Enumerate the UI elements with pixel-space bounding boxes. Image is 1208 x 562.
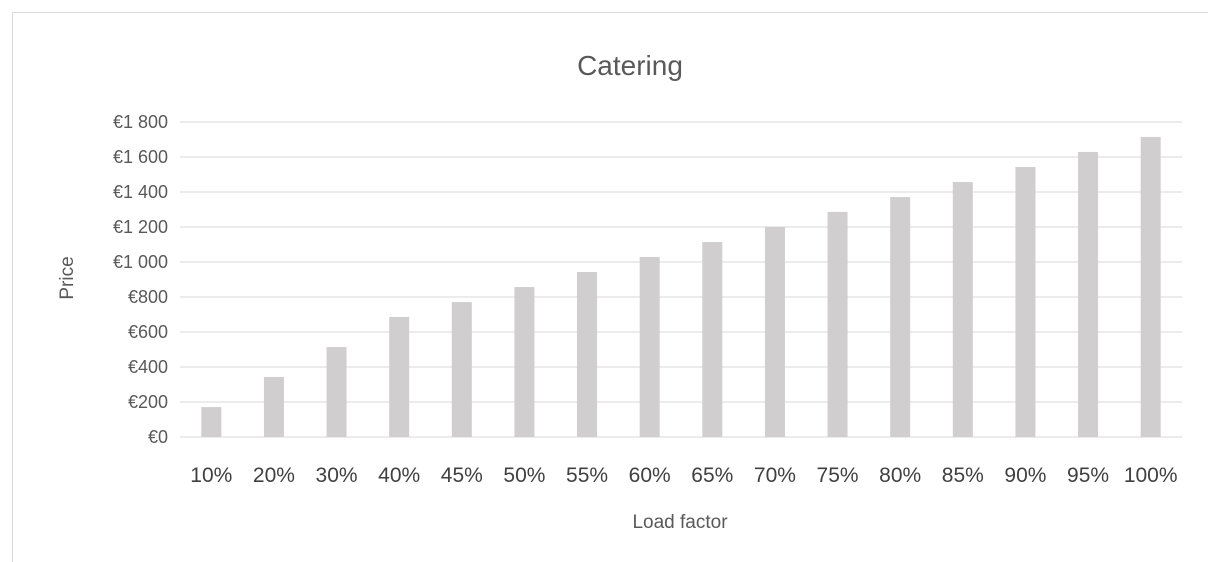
y-tick-label: €400 [128, 357, 168, 377]
bar [890, 197, 911, 437]
x-tick-label: 60% [629, 464, 671, 487]
bars [201, 137, 1161, 438]
y-tick-label: €1 000 [113, 252, 168, 272]
bar [1140, 137, 1161, 438]
x-tick-label: 95% [1067, 464, 1109, 487]
y-tick-label: €1 600 [113, 147, 168, 167]
y-tick-label: €600 [128, 322, 168, 342]
chart-title: Catering [577, 50, 683, 81]
x-tick-label: 80% [879, 464, 921, 487]
bar [952, 182, 973, 437]
bar [263, 376, 284, 437]
y-tick-label: €1 200 [113, 217, 168, 237]
bar [1015, 166, 1036, 437]
bar [451, 302, 472, 437]
gridlines [180, 121, 1182, 438]
x-tick-label: 85% [942, 464, 984, 487]
y-tick-label: €1 400 [113, 182, 168, 202]
y-axis-ticks: €0 €200 €400 €600 €800 €1 000 €1 200 €1 400 €1 6… [113, 112, 168, 447]
x-tick-label: 40% [378, 464, 420, 487]
x-tick-label: 65% [691, 464, 733, 487]
bar [389, 316, 410, 437]
bar [702, 242, 723, 437]
x-tick-label: 100% [1124, 464, 1178, 487]
x-tick-label: 70% [754, 464, 796, 487]
y-tick-label: €1 800 [113, 112, 168, 132]
x-tick-label: 90% [1004, 464, 1046, 487]
x-tick-label: 45% [441, 464, 483, 487]
x-axis-label: Load factor [632, 512, 728, 533]
bar [326, 347, 347, 437]
x-tick-label: 55% [566, 464, 608, 487]
y-tick-label: €0 [148, 427, 168, 447]
y-tick-label: €200 [128, 392, 168, 412]
x-tick-label: 30% [316, 464, 358, 487]
y-axis-label: Price [57, 256, 78, 299]
y-tick-label: €800 [128, 287, 168, 307]
bar [1078, 151, 1099, 438]
bar [639, 256, 660, 437]
bar [514, 287, 535, 437]
x-tick-label: 20% [253, 464, 295, 487]
x-tick-label: 50% [503, 464, 545, 487]
x-axis-ticks: 10% 20% 30% 40% 45% 50% 55% 60% 65% 70% 75% 80% 85% 9… [190, 464, 1177, 487]
bar [827, 211, 848, 437]
chart-frame [12, 12, 1208, 562]
bar [764, 227, 785, 437]
bar [201, 407, 222, 437]
x-tick-label: 10% [190, 464, 232, 487]
x-tick-label: 75% [817, 464, 859, 487]
bar [577, 271, 598, 437]
